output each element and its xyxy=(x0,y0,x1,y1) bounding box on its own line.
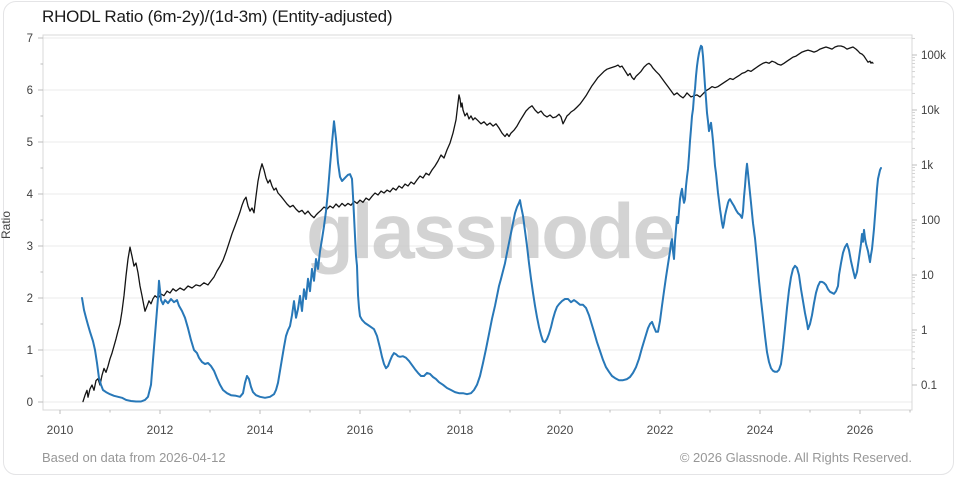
left-axis-tick-label: 2 xyxy=(27,293,33,305)
right-axis-tick-label: 1 xyxy=(921,325,927,337)
right-axis-tick-label: 10 xyxy=(921,270,934,282)
ratio-series-line xyxy=(81,44,882,403)
right-axis-tick-label: 0.1 xyxy=(921,380,937,392)
price-series-line xyxy=(82,45,874,403)
x-axis-tick-label: 2026 xyxy=(847,423,874,437)
plot-area[interactable]: glassnode 0 1 2 3 4 5 6 7 0.1 1 10 100 1k 10k 100k 2010 2… xyxy=(0,0,960,460)
left-axis-tick-label: 6 xyxy=(27,85,33,97)
chart-card xyxy=(3,1,954,475)
x-axis-tick-label: 2024 xyxy=(747,423,774,437)
left-axis-tick-label: 0 xyxy=(27,397,33,409)
footer-copyright: © 2026 Glassnode. All Rights Reserved. xyxy=(679,450,912,465)
x-axis-tick-label: 2012 xyxy=(147,423,174,437)
right-axis-tick-label: 10k xyxy=(921,105,940,117)
chart-title: RHODL Ratio (6m-2y)/(1d-3m) (Entity-adju… xyxy=(42,7,393,26)
x-axis-tick-label: 2014 xyxy=(247,423,274,437)
left-axis-tick-label: 7 xyxy=(27,33,33,45)
x-axis-tick-label: 2020 xyxy=(547,423,574,437)
right-axis-tick-label: 1k xyxy=(921,160,933,172)
x-axis-tick-label: 2016 xyxy=(347,423,374,437)
left-axis-tick-label: 5 xyxy=(27,137,33,149)
left-axis-tick-label: 3 xyxy=(27,241,33,253)
right-axis-tick-label: 100 xyxy=(921,215,940,227)
x-axis-tick-label: 2018 xyxy=(447,423,474,437)
right-axis-tick-label: 100k xyxy=(921,50,946,62)
footer-data-note: Based on data from 2026-04-12 xyxy=(42,450,226,465)
x-axis-tick-label: 2010 xyxy=(47,423,74,437)
left-axis-tick-label: 4 xyxy=(27,189,34,201)
x-axis-tick-label: 2022 xyxy=(647,423,674,437)
left-axis-tick-label: 1 xyxy=(27,345,33,357)
watermark-text: glassnode xyxy=(306,187,674,275)
